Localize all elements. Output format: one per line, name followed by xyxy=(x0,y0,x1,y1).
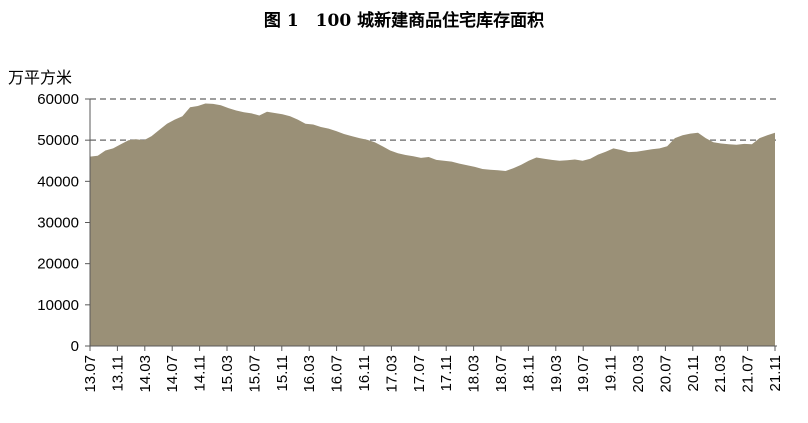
x-tick-label: 17.03 xyxy=(383,355,400,393)
x-tick-label: 16.03 xyxy=(301,355,318,393)
y-tick-label: 60000 xyxy=(37,91,79,108)
y-tick-label: 50000 xyxy=(37,132,79,149)
x-tick-label: 13.11 xyxy=(109,355,126,391)
x-tick-label: 18.07 xyxy=(493,355,510,393)
x-tick-label: 21.03 xyxy=(712,355,729,393)
x-tick-label: 19.11 xyxy=(603,355,620,391)
y-tick-label: 10000 xyxy=(37,297,79,314)
y-tick-label: 0 xyxy=(71,338,79,355)
x-tick-label: 16.07 xyxy=(329,355,346,393)
y-tick-label: 40000 xyxy=(37,173,79,190)
x-tick-label: 18.11 xyxy=(520,355,537,391)
x-tick-label: 20.11 xyxy=(685,355,702,391)
x-tick-label: 19.03 xyxy=(548,355,565,393)
x-tick-label: 15.07 xyxy=(246,355,263,393)
x-tick-label: 15.11 xyxy=(274,355,291,391)
x-tick-label: 17.07 xyxy=(411,355,428,393)
x-tick-label: 21.11 xyxy=(767,355,784,391)
x-tick-label: 19.07 xyxy=(575,355,592,393)
x-tick-label: 15.03 xyxy=(219,355,236,393)
x-tick-label: 13.07 xyxy=(82,355,99,393)
x-tick-label: 14.11 xyxy=(192,355,209,391)
x-tick-label: 20.07 xyxy=(657,355,674,393)
x-tick-label: 14.03 xyxy=(137,355,154,393)
x-tick-label: 18.03 xyxy=(466,355,483,393)
x-tick-label: 20.03 xyxy=(630,355,647,393)
y-axis-label: 万平方米 xyxy=(8,68,73,87)
y-tick-label: 20000 xyxy=(37,256,79,273)
y-tick-label: 30000 xyxy=(37,215,79,232)
chart-title: 图 1 100 城新建商品住宅库存面积 xyxy=(263,11,545,31)
inventory-area xyxy=(90,103,775,346)
x-tick-label: 17.11 xyxy=(438,355,455,391)
x-tick-label: 14.07 xyxy=(164,355,181,393)
x-tick-label: 21.07 xyxy=(740,355,757,393)
x-tick-label: 16.11 xyxy=(356,355,373,391)
